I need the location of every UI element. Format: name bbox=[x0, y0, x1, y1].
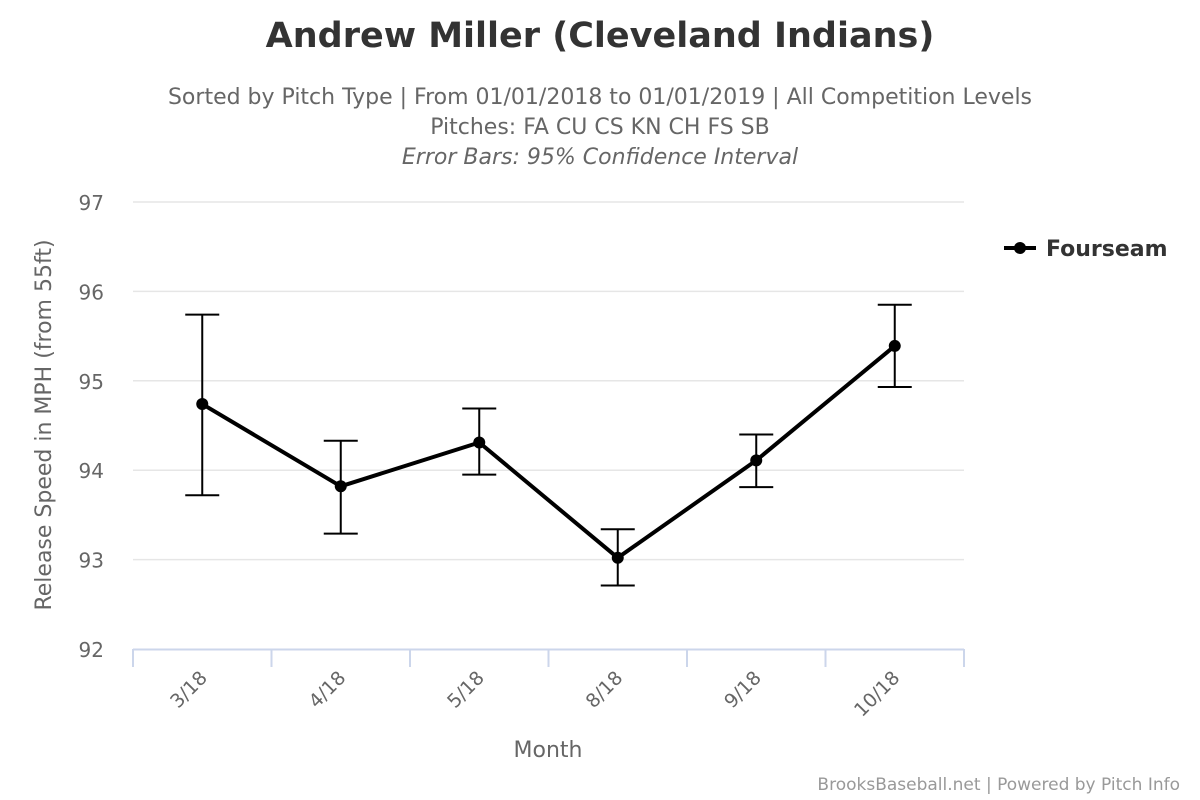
chart-title: Andrew Miller (Cleveland Indians) bbox=[266, 16, 935, 56]
data-point bbox=[750, 454, 763, 467]
x-tick-label-8/18: 8/18 bbox=[582, 667, 628, 713]
data-points bbox=[196, 339, 901, 564]
x-tick-label-3/18: 3/18 bbox=[166, 667, 212, 713]
error-bars bbox=[185, 303, 912, 587]
x-tick-label-5/18: 5/18 bbox=[443, 667, 489, 713]
x-tick-label-10/18: 10/18 bbox=[850, 667, 904, 721]
y-tick-label-92: 92 bbox=[79, 638, 104, 662]
data-point bbox=[196, 398, 209, 411]
grid bbox=[133, 201, 964, 561]
y-axis-label: Release Speed in MPH (from 55ft) bbox=[32, 239, 57, 610]
y-tick-label-97: 97 bbox=[79, 191, 104, 215]
y-tick-labels: 92 93 94 95 96 97 bbox=[79, 191, 104, 662]
series-lines bbox=[200, 343, 897, 560]
data-point bbox=[334, 480, 347, 493]
y-tick-label-95: 95 bbox=[79, 370, 104, 394]
legend-symbol-marker bbox=[1014, 242, 1026, 254]
chart-subtitle-line-3: Error Bars: 95% Confidence Interval bbox=[402, 145, 798, 170]
credits[interactable]: BrooksBaseball.net | Powered by Pitch In… bbox=[817, 775, 1180, 795]
data-point bbox=[611, 551, 624, 564]
axes bbox=[132, 648, 965, 667]
data-point bbox=[888, 339, 901, 352]
legend[interactable]: Fourseam bbox=[1004, 237, 1168, 262]
y-tick-label-96: 96 bbox=[79, 280, 104, 304]
y-tick-label-94: 94 bbox=[79, 459, 104, 483]
x-tick-labels: 3/18 4/18 5/18 8/18 9/18 10/18 bbox=[166, 667, 904, 721]
x-tick-label-9/18: 9/18 bbox=[720, 667, 766, 713]
series-line bbox=[200, 343, 897, 560]
x-tick-label-4/18: 4/18 bbox=[305, 667, 351, 713]
data-point bbox=[473, 436, 486, 449]
x-axis-label: Month bbox=[514, 738, 583, 763]
y-tick-label-93: 93 bbox=[79, 549, 104, 573]
legend-item-label: Fourseam bbox=[1046, 237, 1168, 262]
chart-subtitle-line-1: Sorted by Pitch Type | From 01/01/2018 t… bbox=[168, 85, 1032, 110]
chart-subtitle-line-2: Pitches: FA CU CS KN CH FS SB bbox=[430, 115, 769, 140]
